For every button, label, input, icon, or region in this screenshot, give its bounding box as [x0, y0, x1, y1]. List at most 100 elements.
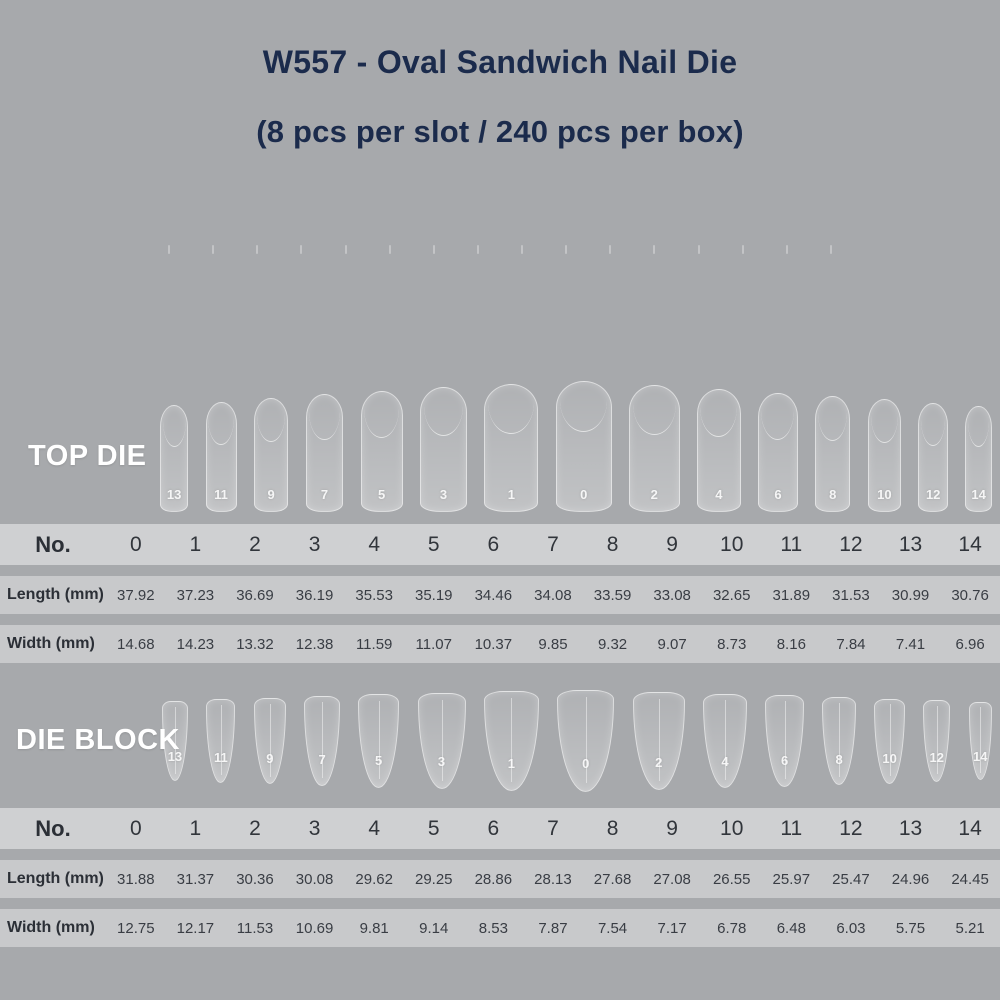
nail-tip-size-4: 4 — [702, 693, 748, 789]
slot-tick-mark — [741, 245, 744, 254]
nail-size-number: 12 — [925, 487, 941, 502]
value-cell-no: 11 — [780, 816, 803, 840]
value-cell-wid: 7.17 — [657, 919, 687, 937]
nail-size-number: 13 — [166, 487, 182, 502]
die-block-nail-row: 13 11 9 7 5 3 1 0 2 4 6 8 10 12 14 — [162, 688, 992, 794]
nail-size-number: 6 — [774, 487, 782, 502]
value-cell-no: 14 — [958, 532, 982, 556]
nail-size-number: 0 — [580, 487, 588, 502]
slot-tick-mark — [168, 245, 170, 254]
top-die-nail-row: 13 11 9 7 5 3 1 0 2 4 6 8 10 12 14 — [160, 380, 992, 512]
nail-tip-size-11: 11 — [206, 699, 236, 783]
value-cell-no: 7 — [547, 532, 559, 556]
value-cell-no: 9 — [666, 532, 678, 556]
nail-tip-size-3: 3 — [417, 692, 466, 790]
value-cell-no: 0 — [129, 816, 142, 840]
value-cell-len: 28.86 — [474, 870, 513, 888]
value-cell-no: 11 — [780, 532, 803, 556]
nail-size-number: 3 — [437, 754, 446, 770]
value-cell-no: 12 — [839, 532, 863, 556]
value-cell-len: 30.76 — [951, 586, 989, 604]
top-die-section-label: TOP DIE — [28, 440, 147, 472]
nail-tip-size-14: 14 — [968, 701, 992, 781]
nail-tip-size-7: 7 — [304, 696, 340, 786]
value-cell-no: 12 — [839, 816, 863, 840]
nail-tip-size-13: 13 — [162, 701, 188, 781]
row-header-no: No. — [35, 815, 71, 841]
nail-size-number: 4 — [715, 487, 723, 502]
row-header-len: Length (mm) — [7, 586, 104, 603]
table-row-no: No. 0 1 2 3 4 5 6 7 8 9 10 11 12 13 14 — [0, 524, 1000, 565]
nail-tip-size-2: 2 — [628, 385, 680, 512]
value-cell-wid: 10.69 — [295, 919, 334, 937]
value-cell-wid: 8.16 — [776, 635, 806, 653]
table-row-len: Length (mm) 37.92 37.23 36.69 36.19 35.53 35.1… — [0, 576, 1000, 614]
slot-tick-mark — [212, 245, 215, 254]
value-cell-wid: 13.32 — [236, 635, 274, 653]
value-cell-len: 36.19 — [295, 586, 334, 604]
nail-tip-size-13: 13 — [160, 405, 189, 512]
nail-tip-size-0: 0 — [555, 381, 612, 512]
value-cell-wid: 11.07 — [415, 635, 452, 653]
nail-size-number: 14 — [973, 748, 988, 764]
value-cell-len: 27.08 — [653, 870, 691, 888]
nail-size-number: 3 — [439, 487, 448, 502]
value-cell-no: 9 — [666, 816, 678, 840]
page-title: W557 - Oval Sandwich Nail Die — [262, 44, 738, 80]
nail-tip-size-5: 5 — [360, 390, 403, 512]
value-cell-wid: 7.84 — [836, 635, 866, 653]
value-cell-no: 5 — [427, 532, 440, 556]
nail-tip-size-10: 10 — [874, 698, 905, 784]
value-cell-no: 4 — [368, 532, 381, 556]
value-cell-wid: 6.48 — [776, 919, 806, 937]
nail-size-number: 14 — [971, 487, 986, 502]
value-cell-len: 34.46 — [474, 586, 513, 604]
table-row-len: Length (mm) 31.88 31.37 30.36 30.08 29.62 29.2… — [0, 860, 1000, 898]
nail-tip-size-12: 12 — [918, 403, 949, 512]
value-cell-wid: 5.75 — [895, 919, 926, 937]
nail-size-number: 6 — [780, 753, 789, 769]
slot-tick-mark — [432, 245, 435, 254]
value-cell-wid: 6.78 — [717, 919, 747, 937]
value-cell-len: 31.53 — [832, 586, 870, 604]
value-cell-len: 37.23 — [176, 586, 215, 604]
value-cell-no: 7 — [547, 816, 559, 840]
value-cell-wid: 6.03 — [836, 919, 866, 937]
value-cell-len: 37.92 — [117, 586, 155, 604]
value-cell-wid: 12.38 — [295, 635, 334, 653]
value-cell-no: 14 — [958, 816, 982, 840]
value-cell-no: 8 — [606, 816, 619, 840]
slot-tick-mark — [609, 245, 612, 254]
nail-size-number: 4 — [721, 753, 729, 769]
value-cell-no: 5 — [427, 816, 440, 840]
value-cell-wid: 9.07 — [657, 635, 687, 653]
value-cell-len: 35.19 — [414, 586, 453, 604]
slot-tick-mark — [256, 245, 259, 254]
value-cell-wid: 10.37 — [474, 635, 513, 653]
nail-size-number: 11 — [214, 487, 228, 502]
nail-size-number: 13 — [167, 749, 183, 765]
value-cell-wid: 7.87 — [538, 919, 568, 937]
slot-tick-mark — [388, 245, 391, 254]
nail-tip-size-6: 6 — [765, 694, 804, 788]
value-cell-no: 10 — [720, 816, 744, 840]
value-cell-len: 30.99 — [891, 586, 930, 604]
value-cell-no: 6 — [487, 532, 500, 556]
value-cell-no: 13 — [898, 532, 923, 556]
slot-tick-mark — [565, 245, 568, 254]
value-cell-len: 25.47 — [832, 870, 870, 888]
value-cell-len: 35.53 — [355, 586, 393, 604]
value-cell-no: 0 — [129, 532, 142, 556]
nail-size-number: 10 — [882, 750, 897, 766]
nail-size-number: 8 — [835, 751, 843, 767]
value-cell-no: 4 — [368, 816, 381, 840]
nail-tip-size-4: 4 — [696, 389, 741, 512]
row-header-wid: Width (mm) — [7, 919, 95, 936]
value-cell-len: 31.89 — [772, 586, 811, 604]
value-cell-len: 29.62 — [355, 870, 393, 888]
value-cell-len: 33.08 — [653, 586, 691, 604]
value-cell-wid: 8.53 — [478, 919, 508, 937]
value-cell-len: 33.59 — [593, 586, 632, 604]
nail-size-number: 11 — [213, 750, 228, 766]
nail-tip-size-12: 12 — [923, 700, 951, 782]
